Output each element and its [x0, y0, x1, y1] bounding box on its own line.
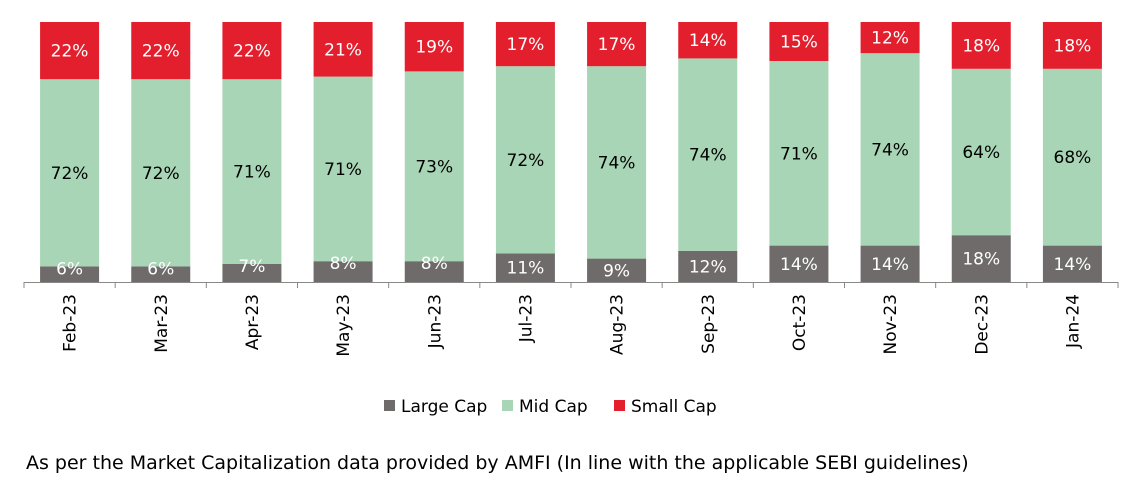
bar-segment-large-cap-oct-23 [769, 245, 829, 282]
data-label-small-cap-sep-23: 14% [689, 31, 727, 51]
data-label-small-cap-jul-23: 17% [507, 35, 545, 55]
bar-segment-small-cap-may-23 [313, 22, 373, 77]
data-label-small-cap-jun-23: 19% [415, 38, 453, 58]
bar-segment-large-cap-jun-23 [404, 261, 464, 282]
legend-swatch-large-cap [384, 400, 395, 411]
x-axis: Feb-23 Mar-23 Apr-23 May-23 Jun-23 Jul-23 Aug-… [23, 282, 1119, 357]
x-tick-label-aug-23: Aug-23 [608, 294, 628, 355]
bar-segment-small-cap-dec-23 [951, 22, 1011, 69]
x-tick-label-feb-23: Feb-23 [61, 294, 81, 352]
bar-segment-large-cap-aug-23 [587, 258, 647, 282]
x-tick-label-nov-23: Nov-23 [881, 294, 901, 355]
data-label-large-cap-nov-23: 14% [871, 255, 909, 275]
data-label-small-cap-feb-23: 22% [51, 42, 89, 62]
x-tick-label-jul-23: Jul-23 [516, 294, 536, 343]
data-label-small-cap-may-23: 21% [324, 40, 362, 60]
x-tick-label-apr-23: Apr-23 [243, 294, 263, 350]
data-label-small-cap-apr-23: 22% [233, 42, 271, 62]
bar-segment-mid-cap-apr-23 [222, 79, 282, 264]
bar-segment-mid-cap-jan-24 [1042, 68, 1102, 246]
data-label-small-cap-dec-23: 18% [962, 36, 1000, 56]
legend-label-small-cap: Small Cap [631, 397, 717, 417]
bar-segment-large-cap-sep-23 [678, 250, 738, 282]
bar-segment-small-cap-sep-23 [678, 22, 738, 59]
data-label-large-cap-may-23: 8% [330, 254, 357, 274]
data-label-large-cap-feb-23: 6% [56, 259, 83, 279]
bar-segment-mid-cap-dec-23 [951, 68, 1011, 236]
legend-swatch-small-cap [614, 400, 625, 411]
data-label-mid-cap-jan-24: 68% [1054, 148, 1092, 168]
bar-segment-large-cap-mar-23 [131, 266, 191, 282]
bar-segment-large-cap-jul-23 [495, 253, 555, 282]
data-label-large-cap-aug-23: 9% [603, 261, 630, 281]
bar-segment-mid-cap-mar-23 [131, 79, 191, 267]
bar-segment-large-cap-feb-23 [40, 266, 100, 282]
data-label-mid-cap-oct-23: 71% [780, 144, 818, 164]
bar-segment-mid-cap-oct-23 [769, 61, 829, 246]
bar-segment-small-cap-apr-23 [222, 22, 282, 80]
x-tick-label-dec-23: Dec-23 [972, 294, 992, 355]
bar-segment-small-cap-jul-23 [495, 22, 555, 67]
data-label-mid-cap-may-23: 71% [324, 160, 362, 180]
data-label-mid-cap-sep-23: 74% [689, 146, 727, 166]
data-label-small-cap-aug-23: 17% [598, 35, 636, 55]
data-label-small-cap-nov-23: 12% [871, 29, 909, 49]
data-label-large-cap-oct-23: 14% [780, 255, 818, 275]
bar-segment-large-cap-dec-23 [951, 235, 1011, 282]
bar-segment-small-cap-aug-23 [587, 22, 647, 67]
bar-segment-large-cap-may-23 [313, 261, 373, 282]
bar-segment-mid-cap-feb-23 [40, 79, 100, 267]
bar-segment-mid-cap-may-23 [313, 76, 373, 262]
x-tick-label-jan-24: Jan-24 [1063, 294, 1083, 349]
x-tick-label-mar-23: Mar-23 [152, 294, 172, 353]
bar-segment-large-cap-nov-23 [860, 245, 920, 282]
bar-segment-mid-cap-nov-23 [860, 53, 920, 246]
stacked-bar-chart: 6% 72% 22% 6% 72% 22% 7% 71% 22% 8% 71% 21% 8% 73% 19%… [23, 22, 1119, 417]
data-label-small-cap-jan-24: 18% [1054, 36, 1092, 56]
data-label-small-cap-oct-23: 15% [780, 33, 818, 53]
bar-segment-small-cap-nov-23 [860, 22, 920, 54]
bar-segment-large-cap-jan-24 [1042, 245, 1102, 282]
data-label-large-cap-apr-23: 7% [238, 257, 265, 277]
data-label-mid-cap-mar-23: 72% [142, 164, 180, 184]
bar-segment-mid-cap-jul-23 [495, 66, 555, 254]
legend-label-large-cap: Large Cap [401, 397, 487, 417]
x-tick-label-jun-23: Jun-23 [425, 294, 445, 349]
legend-label-mid-cap: Mid Cap [519, 397, 588, 417]
data-label-large-cap-sep-23: 12% [689, 257, 727, 277]
data-label-mid-cap-aug-23: 74% [598, 153, 636, 173]
bar-segment-small-cap-feb-23 [40, 22, 100, 80]
data-label-large-cap-dec-23: 18% [962, 250, 1000, 270]
bar-segment-small-cap-oct-23 [769, 22, 829, 61]
bar-segment-small-cap-jun-23 [404, 22, 464, 72]
bar-segment-small-cap-mar-23 [131, 22, 191, 80]
data-label-large-cap-mar-23: 6% [147, 259, 174, 279]
data-label-mid-cap-feb-23: 72% [51, 164, 89, 184]
data-label-mid-cap-apr-23: 71% [233, 163, 271, 183]
data-label-mid-cap-jul-23: 72% [507, 151, 545, 171]
bar-segment-mid-cap-sep-23 [678, 58, 738, 251]
bars-group [40, 22, 1102, 282]
legend: Large Cap Mid Cap Small Cap [384, 397, 717, 417]
footnote: As per the Market Capitalization data pr… [26, 452, 969, 474]
data-label-small-cap-mar-23: 22% [142, 42, 180, 62]
x-tick-label-sep-23: Sep-23 [699, 294, 719, 354]
bar-segment-mid-cap-jun-23 [404, 71, 464, 262]
bar-segment-mid-cap-aug-23 [587, 66, 647, 259]
data-label-large-cap-jun-23: 8% [421, 254, 448, 274]
bar-segment-large-cap-apr-23 [222, 263, 282, 282]
data-label-mid-cap-nov-23: 74% [871, 140, 909, 160]
bar-segment-small-cap-jan-24 [1042, 22, 1102, 69]
data-label-large-cap-jul-23: 11% [507, 259, 545, 279]
legend-swatch-mid-cap [502, 400, 513, 411]
data-label-mid-cap-dec-23: 64% [962, 143, 1000, 163]
data-label-mid-cap-jun-23: 73% [415, 157, 453, 177]
data-label-large-cap-jan-24: 14% [1054, 255, 1092, 275]
x-tick-label-may-23: May-23 [334, 294, 354, 357]
data-labels-group: 6% 72% 22% 6% 72% 22% 7% 71% 22% 8% 71% 21% 8% 73% 19%… [51, 29, 1092, 282]
x-tick-label-oct-23: Oct-23 [790, 294, 810, 351]
